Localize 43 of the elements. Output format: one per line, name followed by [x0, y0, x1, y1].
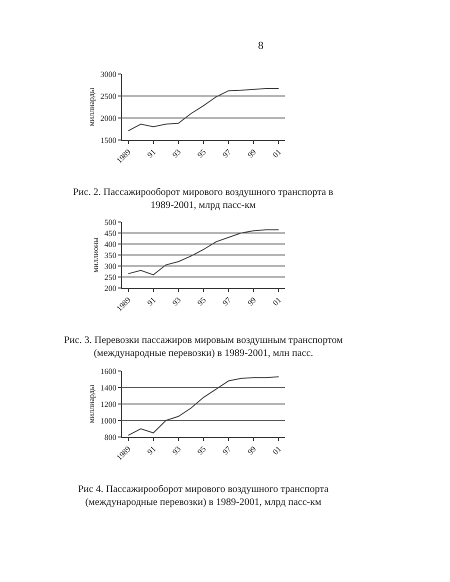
y-tick-label: 300 [104, 262, 116, 271]
y-tick-label: 500 [104, 218, 116, 227]
y-tick-label: 1200 [100, 400, 116, 409]
y-axis-title: миллионы [91, 236, 100, 273]
x-tick-label: 93 [170, 295, 183, 308]
x-tick-label: 93 [170, 444, 183, 456]
line-series [128, 88, 280, 132]
x-tick-label: 99 [246, 295, 258, 308]
y-axis-title: миллиарды [87, 87, 96, 126]
y-tick-label: 400 [104, 240, 116, 249]
x-tick-label: 97 [220, 444, 233, 456]
x-tick-label: 91 [146, 295, 158, 308]
text: Рис. 2. Пассажирооборот мирового воздушного транспорта в 1989-2001, млрд пасс-км [73, 187, 334, 211]
x-tick-label: 97 [220, 295, 233, 308]
x-tick-label: 01 [270, 295, 283, 308]
x-tick-label: 01 [270, 147, 283, 160]
line-series [128, 229, 280, 276]
y-tick-label: 1400 [100, 383, 116, 392]
y-tick-label: 250 [104, 272, 116, 282]
text: 8 [258, 40, 264, 52]
y-tick-label: 2000 [100, 114, 116, 123]
x-tick-label: 01 [270, 444, 283, 456]
y-tick-label: 1000 [100, 416, 116, 426]
y-axis-title: миллиарды [87, 384, 96, 424]
x-tick-label: 93 [170, 147, 183, 160]
y-tick-label: 1600 [100, 366, 116, 376]
y-tick-label: 2500 [100, 92, 116, 101]
y-tick-label: 800 [104, 432, 116, 442]
x-tick-label: 99 [246, 444, 258, 456]
text: Рис 4. Пассажирооборот мирового воздушного транспорта (международные перевозки) в 1989-2001, млрд пасс-км [78, 484, 330, 508]
y-tick-label: 450 [104, 228, 116, 238]
x-tick-label: 91 [146, 147, 158, 160]
y-tick-label: 1500 [100, 136, 116, 145]
x-tick-label: 99 [246, 147, 258, 160]
x-tick-label: 95 [196, 444, 208, 456]
y-tick-label: 350 [104, 250, 116, 260]
x-tick-label: 95 [196, 147, 208, 160]
y-tick-label: 200 [104, 284, 116, 293]
x-tick-label: 91 [146, 444, 158, 456]
y-tick-label: 3000 [100, 70, 116, 79]
text: Рис. 3. Перевозки пассажиров мировым воздушным транспортом (международные перевозки) в 1989-2001, млн пасс. [64, 335, 344, 359]
x-tick-label: 95 [196, 295, 208, 308]
x-tick-label: 97 [220, 147, 233, 160]
